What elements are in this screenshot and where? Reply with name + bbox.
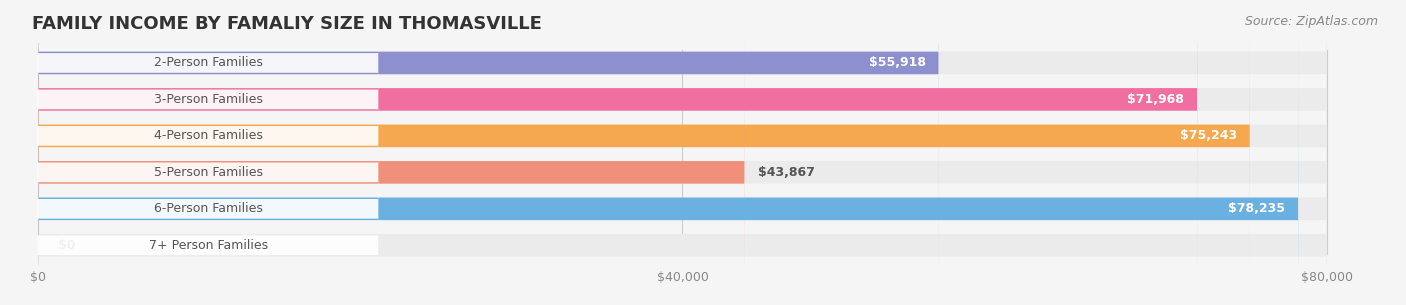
FancyBboxPatch shape xyxy=(38,0,1298,305)
FancyBboxPatch shape xyxy=(38,0,1327,305)
Text: $43,867: $43,867 xyxy=(758,166,814,179)
Text: 2-Person Families: 2-Person Families xyxy=(153,56,263,70)
FancyBboxPatch shape xyxy=(37,0,378,305)
FancyBboxPatch shape xyxy=(38,0,745,305)
FancyBboxPatch shape xyxy=(37,0,378,305)
Text: $78,235: $78,235 xyxy=(1229,202,1285,215)
FancyBboxPatch shape xyxy=(38,0,1327,305)
Text: 6-Person Families: 6-Person Families xyxy=(153,202,263,215)
FancyBboxPatch shape xyxy=(38,0,1327,305)
FancyBboxPatch shape xyxy=(38,0,1327,305)
Text: 7+ Person Families: 7+ Person Families xyxy=(149,239,269,252)
Text: $55,918: $55,918 xyxy=(869,56,927,70)
Text: 5-Person Families: 5-Person Families xyxy=(153,166,263,179)
FancyBboxPatch shape xyxy=(38,0,1327,305)
Text: 4-Person Families: 4-Person Families xyxy=(153,129,263,142)
FancyBboxPatch shape xyxy=(37,0,378,305)
FancyBboxPatch shape xyxy=(38,0,1198,305)
Text: FAMILY INCOME BY FAMALIY SIZE IN THOMASVILLE: FAMILY INCOME BY FAMALIY SIZE IN THOMASV… xyxy=(32,15,541,33)
Text: Source: ZipAtlas.com: Source: ZipAtlas.com xyxy=(1244,15,1378,28)
FancyBboxPatch shape xyxy=(38,0,1250,305)
FancyBboxPatch shape xyxy=(38,0,1327,305)
FancyBboxPatch shape xyxy=(38,0,939,305)
Text: 3-Person Families: 3-Person Families xyxy=(153,93,263,106)
Text: $0: $0 xyxy=(58,239,75,252)
FancyBboxPatch shape xyxy=(37,0,378,305)
Text: $71,968: $71,968 xyxy=(1128,93,1184,106)
FancyBboxPatch shape xyxy=(37,0,378,305)
FancyBboxPatch shape xyxy=(37,0,378,305)
Text: $75,243: $75,243 xyxy=(1180,129,1237,142)
